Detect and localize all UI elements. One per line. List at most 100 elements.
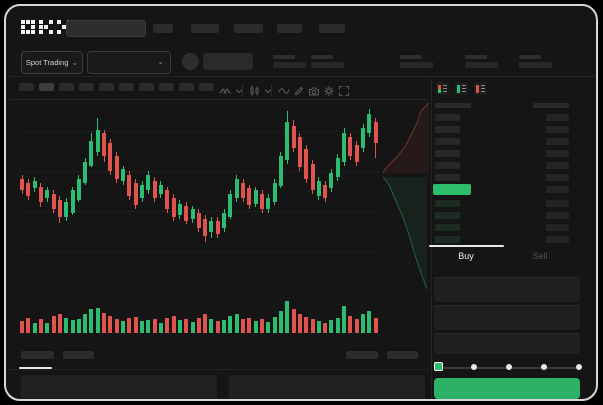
orderbook-ask-row[interactable] [435, 114, 460, 121]
volume-bar [329, 320, 334, 333]
orderbook-bid-row[interactable] [435, 212, 460, 219]
history-action-button[interactable] [387, 351, 418, 359]
orderbook-bid-row[interactable] [435, 200, 460, 207]
volume-bar [196, 317, 201, 333]
orders-table-placeholder [229, 375, 425, 399]
slider-stop[interactable] [505, 364, 512, 370]
slider-stop[interactable] [575, 364, 582, 370]
timeframe-button[interactable] [59, 83, 74, 91]
active-tab-underline [19, 367, 52, 369]
timeframe-button[interactable] [39, 83, 54, 91]
settings-icon[interactable] [322, 84, 336, 97]
tab-sell[interactable]: Sell [532, 251, 548, 261]
candle [89, 140, 94, 166]
volume-bar [310, 318, 315, 333]
camera-icon[interactable] [307, 84, 321, 97]
volume-bar [32, 322, 37, 333]
buy-submit-button[interactable] [434, 378, 580, 399]
volume-bar [253, 321, 258, 333]
bids-book-icon[interactable] [455, 82, 468, 95]
candlestick-chart[interactable] [19, 101, 379, 291]
history-action-button[interactable] [346, 351, 378, 359]
book-line [461, 87, 466, 90]
candle [316, 180, 321, 196]
divider [242, 84, 243, 96]
combined-book-icon[interactable] [436, 82, 449, 95]
chevron-down-icon[interactable] [232, 84, 246, 97]
slider-stop[interactable] [540, 364, 547, 370]
book-bar [438, 84, 441, 93]
nav-item[interactable] [191, 24, 219, 33]
candle [177, 203, 182, 215]
divider [9, 99, 429, 100]
nav-item[interactable] [153, 24, 173, 33]
nav-item[interactable] [319, 24, 345, 33]
timeframe-button[interactable] [199, 83, 214, 91]
orderbook-bid-row[interactable] [435, 236, 460, 243]
candle [64, 201, 69, 217]
stat-label-placeholder [311, 55, 333, 59]
stat-label-placeholder [465, 55, 487, 59]
timeframe-button[interactable] [99, 83, 114, 91]
book-line [461, 84, 466, 87]
amount-slider-handle[interactable] [434, 362, 443, 371]
okx-logo [21, 20, 71, 34]
search-input[interactable] [66, 20, 146, 37]
orderbook-ask-row[interactable] [435, 150, 460, 157]
candle-style-icon[interactable] [247, 84, 261, 97]
history-tab[interactable] [21, 351, 54, 359]
candle [203, 218, 208, 236]
pair-selector-dropdown[interactable]: ⌄ [87, 51, 171, 74]
book-lines [461, 84, 466, 93]
orderbook-ask-amount [546, 174, 569, 181]
nav-item[interactable] [277, 24, 302, 33]
draw-icon[interactable] [292, 84, 306, 97]
volume-bar [342, 305, 347, 333]
candle [196, 213, 201, 229]
volume-bar [76, 318, 81, 333]
order-input-field[interactable] [434, 277, 580, 302]
orderbook-ask-row[interactable] [435, 162, 460, 169]
book-line [442, 84, 447, 87]
volume-bar [373, 317, 378, 333]
line-style-icon[interactable] [218, 84, 232, 97]
volume-bar [190, 322, 195, 333]
candle [51, 194, 56, 210]
orderbook-ask-row[interactable] [435, 174, 460, 181]
candle [285, 121, 290, 160]
volume-bar [316, 321, 321, 333]
timeframe-button[interactable] [179, 83, 194, 91]
volume-bar [165, 317, 170, 333]
chevron-down-icon[interactable] [261, 84, 275, 97]
timeframe-button[interactable] [159, 83, 174, 91]
tab-buy[interactable]: Buy [458, 251, 474, 261]
orderbook-last-price[interactable] [433, 184, 471, 195]
candle [20, 178, 24, 191]
slider-stop[interactable] [470, 364, 477, 370]
ticker-stat [273, 55, 306, 68]
timeframe-button[interactable] [19, 83, 34, 91]
asks-book-icon[interactable] [474, 82, 487, 95]
orderbook-bid-row[interactable] [435, 224, 460, 231]
last-price-placeholder [203, 53, 253, 70]
order-input-field[interactable] [434, 333, 580, 354]
overlay-wave-icon[interactable] [277, 84, 291, 97]
candle [108, 142, 113, 172]
divider [431, 78, 432, 399]
orderbook-ask-row[interactable] [435, 138, 460, 145]
history-tab[interactable] [63, 351, 94, 359]
orderbook-ask-row[interactable] [435, 126, 460, 133]
gridline [19, 171, 379, 173]
timeframe-button[interactable] [119, 83, 134, 91]
candle [83, 161, 88, 183]
timeframe-button[interactable] [79, 83, 94, 91]
orderbook-ask-amount [546, 126, 569, 133]
fullscreen-icon[interactable] [337, 84, 351, 97]
order-input-field[interactable] [434, 305, 580, 330]
nav-item[interactable] [234, 24, 263, 33]
market-type-selector[interactable]: Spot Trading ⌄ [21, 51, 83, 74]
candle [367, 114, 372, 134]
orderbook-price-header [435, 103, 471, 108]
timeframe-button[interactable] [139, 83, 154, 91]
candle [241, 182, 246, 198]
